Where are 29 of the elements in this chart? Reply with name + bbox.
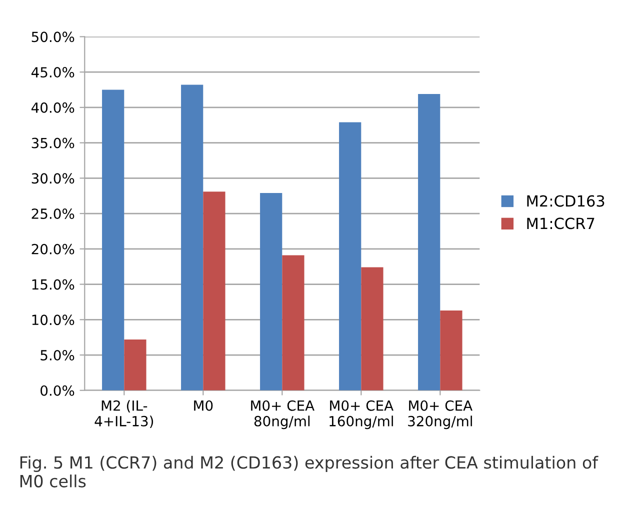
- bar: [339, 122, 362, 390]
- y-tick-label: 50.0%: [32, 32, 74, 42]
- y-tick-label: 45.0%: [31, 67, 74, 78]
- bar: [203, 192, 226, 390]
- bar: [440, 310, 462, 390]
- y-tick-label: 10.0%: [32, 314, 74, 326]
- y-tick-label: 35.0%: [32, 138, 74, 148]
- y-tick-label: 0.0%: [40, 385, 74, 396]
- y-tick-label: 30.0%: [32, 173, 74, 184]
- y-tick-label: 20.0%: [32, 244, 74, 254]
- legend-label: M1:CCR7: [527, 218, 594, 230]
- x-tick-label: M0: [194, 400, 213, 411]
- y-tick-label: 25.0%: [32, 208, 74, 220]
- bar: [102, 90, 124, 390]
- y-tick-label: 5.0%: [40, 350, 74, 360]
- legend-label: M2:CD163: [527, 195, 604, 207]
- y-tick-label: 15.0%: [32, 279, 74, 290]
- x-tick-label: M0+ CEA 80ng/ml: [251, 400, 314, 430]
- x-tick-label: M2 (IL- 4+IL-13): [94, 400, 154, 428]
- bar: [361, 267, 384, 390]
- bar: [418, 94, 440, 390]
- bar: [260, 193, 282, 390]
- x-tick-label: M0+ CEA 320ng/ml: [408, 400, 472, 430]
- y-tick-label: 40.0%: [31, 102, 74, 113]
- bar: [124, 339, 146, 390]
- bar: [181, 84, 204, 390]
- x-tick-label: M0+ CEA 160ng/ml: [330, 400, 394, 430]
- bar: [282, 255, 304, 390]
- caption: Fig. 5 M1 (CCR7) and M2 (CD163) expression after CEA stimulation of M0 cells: [20, 456, 598, 488]
